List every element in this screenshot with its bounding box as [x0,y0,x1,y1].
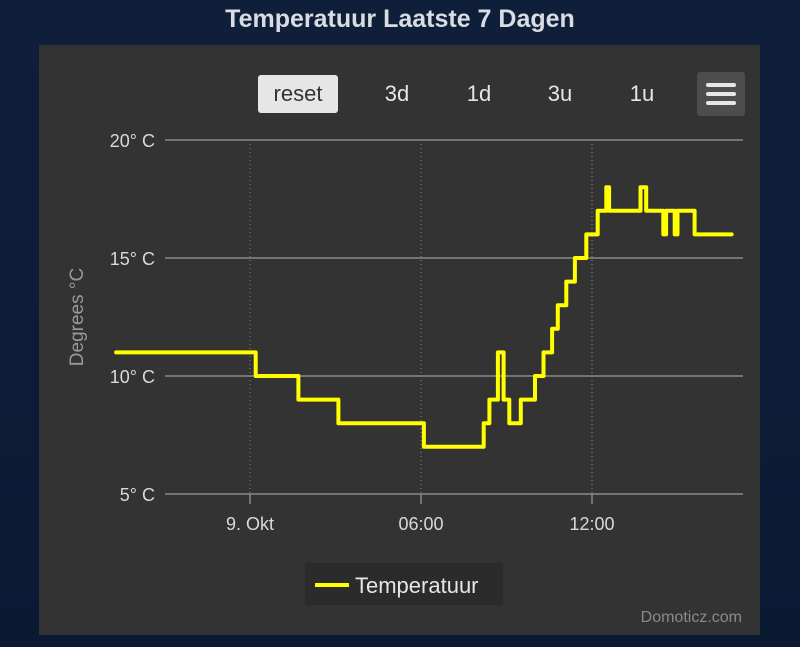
zoom-3u-button[interactable]: 3u [547,81,573,106]
reset-zoom-button[interactable]: reset [258,75,338,113]
legend-series-line [315,583,349,587]
page-title: Temperatuur Laatste 7 Dagen [225,5,575,33]
zoom-1u-button[interactable]: 1u [629,81,655,106]
legend-label: Temperatuur [355,573,479,598]
zoom-1d-button[interactable]: 1d [466,81,492,106]
credits-link[interactable]: Domoticz.com [640,609,742,626]
zoom-3d-button[interactable]: 3d [384,81,410,106]
chart-legend[interactable]: Temperatuur [305,563,503,605]
chart-menu-button[interactable] [697,72,745,116]
chart-panel [39,45,760,635]
